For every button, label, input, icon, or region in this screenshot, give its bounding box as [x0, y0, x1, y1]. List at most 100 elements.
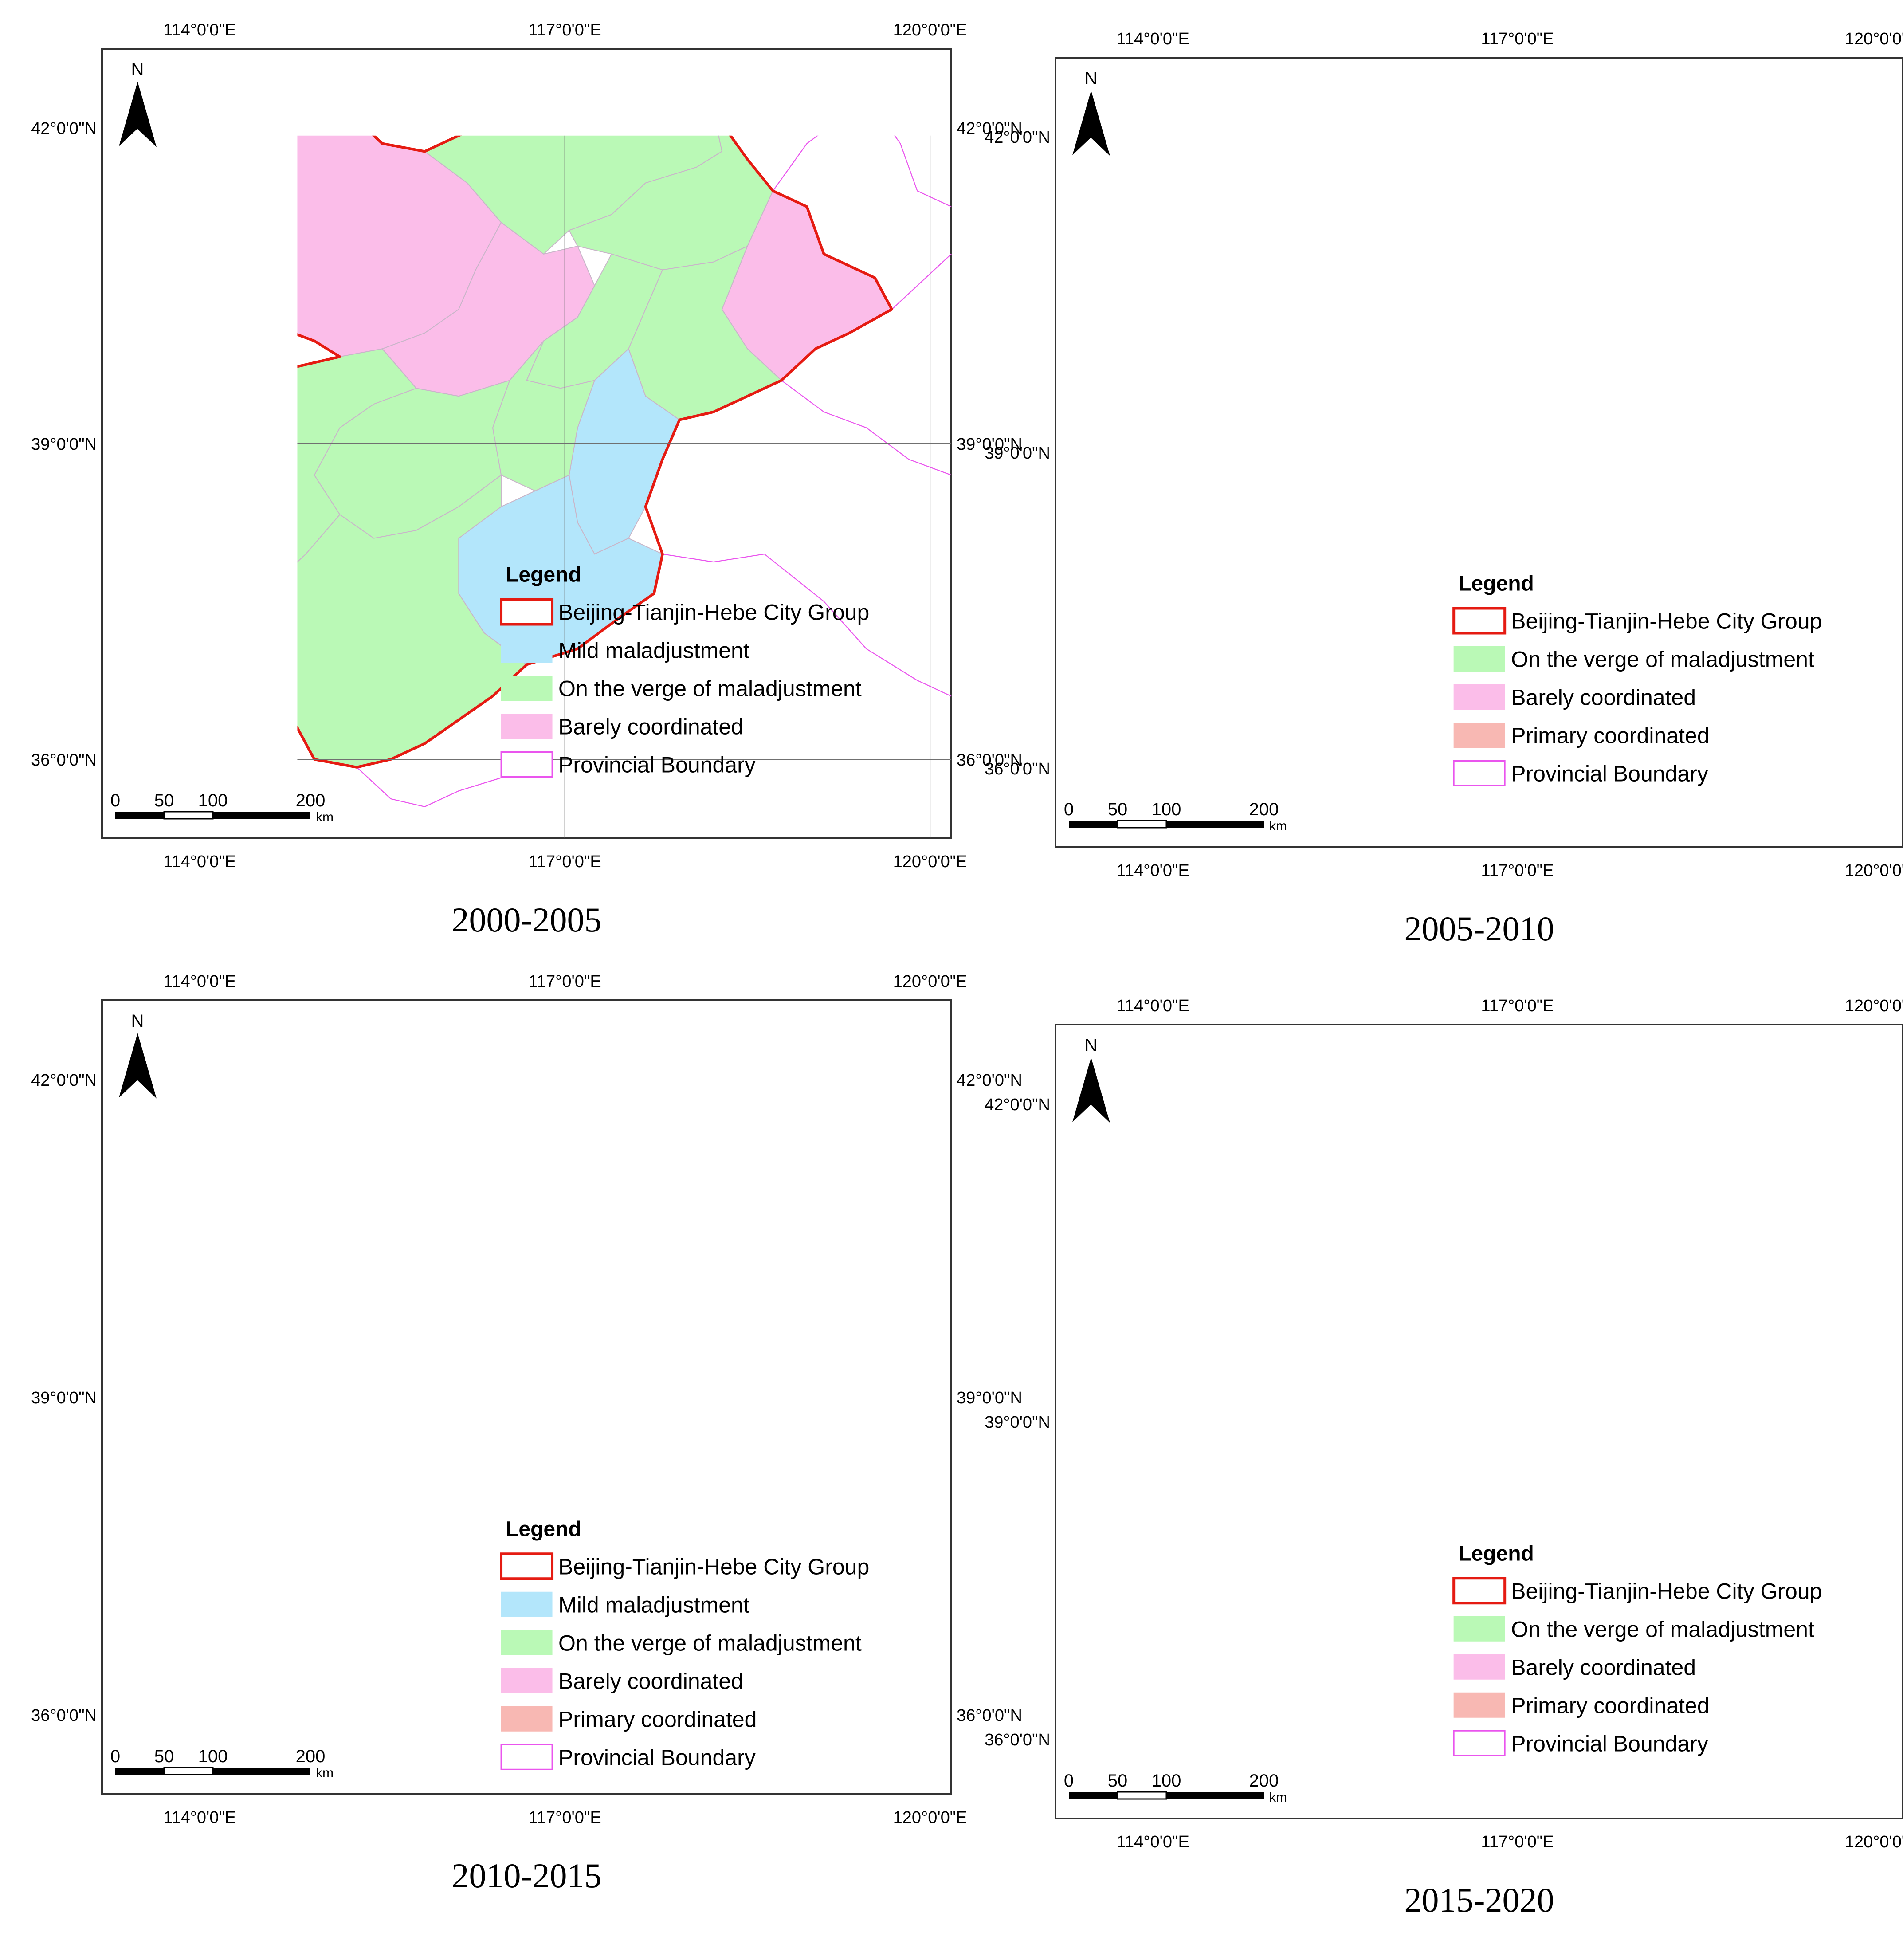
legend-swatch-verge	[1453, 1616, 1505, 1642]
lat-label-left: 39°0'0"N	[31, 435, 97, 454]
legend-label-group: Beijing-Tianjin-Hebe City Group	[1511, 609, 1822, 634]
lon-label-top: 120°0'0"E	[1845, 997, 1903, 1015]
map-panel: 114°0'0"E 114°0'0"E 117°0'0"E 117°0'0"E 120°…	[31, 972, 1022, 1895]
legend-label-barely: Barely coordinated	[558, 1669, 743, 1693]
provincial-boundary-line	[663, 554, 951, 696]
scale-unit: km	[316, 810, 334, 825]
legend-label-verge: On the verge of maladjustment	[1511, 647, 1814, 672]
lon-label-bottom: 117°0'0"E	[529, 852, 601, 871]
legend-label-group: Beijing-Tianjin-Hebe City Group	[558, 600, 869, 625]
lat-label-left: 36°0'0"N	[985, 760, 1050, 778]
legend-label-mild: Mild maladjustment	[558, 638, 749, 663]
lon-label-top: 120°0'0"E	[893, 972, 967, 991]
legend: Legend Beijing-Tianjin-Hebe City Group On …	[1452, 572, 1822, 786]
scale-tick-label: 100	[1152, 1771, 1181, 1791]
panel-caption: 2000-2005	[452, 900, 602, 939]
north-arrow-icon: N	[119, 60, 157, 147]
map-panel: 114°0'0"E 114°0'0"E 117°0'0"E 117°0'0"E 120°…	[31, 21, 1022, 939]
legend-title: Legend	[1458, 572, 1534, 596]
legend-label-prov: Provincial Boundary	[1511, 1731, 1708, 1756]
provincial-boundary-line	[867, 96, 952, 207]
lon-label-bottom: 120°0'0"E	[1845, 1833, 1903, 1851]
scale-tick-label: 0	[1064, 800, 1074, 819]
lat-label-left: 36°0'0"N	[31, 751, 97, 770]
legend-swatch-mild	[501, 637, 553, 663]
scale-unit: km	[1269, 819, 1287, 833]
legend-swatch-primary	[1453, 1692, 1505, 1718]
legend-swatch-prov	[1453, 760, 1506, 786]
legend-label-group: Beijing-Tianjin-Hebe City Group	[558, 1554, 869, 1579]
lon-label-bottom: 114°0'0"E	[163, 852, 236, 871]
lat-label-left: 39°0'0"N	[31, 1389, 97, 1407]
legend-swatch-group	[500, 1552, 554, 1580]
lon-label-bottom: 117°0'0"E	[529, 1808, 601, 1827]
lon-label-top: 114°0'0"E	[163, 21, 236, 39]
region-southwest	[297, 349, 416, 601]
lon-label-top: 120°0'0"E	[893, 21, 967, 39]
legend-label-verge: On the verge of maladjustment	[558, 676, 862, 701]
legend-label-barely: Barely coordinated	[558, 715, 743, 739]
scale-tick-label: 200	[1249, 800, 1279, 819]
legend: Legend Beijing-Tianjin-Hebe City Group On …	[1452, 1542, 1822, 1756]
scale-tick-label: 50	[154, 1747, 174, 1766]
map-frame	[1055, 57, 1903, 848]
scale-tick-label: 100	[198, 791, 228, 810]
legend-swatch-prov	[500, 1744, 553, 1770]
north-arrow-icon: N	[119, 1011, 157, 1099]
legend-swatch-prov	[1453, 1730, 1506, 1756]
scale-tick-label: 0	[1064, 1771, 1074, 1791]
scale-unit: km	[1269, 1790, 1287, 1805]
svg-text:N: N	[131, 60, 144, 79]
legend-label-mild: Mild maladjustment	[558, 1592, 749, 1617]
legend-label-primary: Primary coordinated	[1511, 1693, 1709, 1718]
lon-label-top: 114°0'0"E	[1117, 997, 1189, 1015]
legend-swatch-barely	[501, 714, 553, 739]
legend-swatch-verge	[1453, 646, 1505, 672]
svg-text:N: N	[1085, 69, 1098, 88]
lon-label-top: 117°0'0"E	[1481, 30, 1554, 48]
lat-label-left: 39°0'0"N	[985, 444, 1050, 463]
graticule-labels: 114°0'0"E 114°0'0"E 117°0'0"E 117°0'0"E 120°…	[31, 972, 1022, 1827]
north-arrow-icon: N	[1072, 1036, 1110, 1123]
lat-label-right: 42°0'0"N	[957, 119, 1022, 138]
map-panel: 114°0'0"E 114°0'0"E 117°0'0"E 117°0'0"E 120°…	[985, 997, 1903, 1919]
scale-tick-label: 200	[296, 1747, 326, 1766]
lat-label-left: 39°0'0"N	[985, 1413, 1050, 1432]
provincial-boundary-line	[781, 381, 951, 475]
scale-tick-label: 50	[1108, 800, 1128, 819]
lon-label-top: 114°0'0"E	[1117, 30, 1189, 48]
lat-label-left: 42°0'0"N	[31, 119, 97, 138]
legend-label-primary: Primary coordinated	[558, 1707, 757, 1732]
scale-tick-label: 0	[110, 1747, 120, 1766]
lat-label-right: 42°0'0"N	[957, 1071, 1022, 1090]
lon-label-bottom: 114°0'0"E	[1117, 861, 1189, 880]
svg-text:N: N	[1085, 1036, 1098, 1055]
legend-label-verge: On the verge of maladjustment	[1511, 1617, 1814, 1642]
legend: Legend Beijing-Tianjin-Hebe City Group Mil…	[500, 1517, 869, 1770]
lat-label-right: 39°0'0"N	[957, 435, 1022, 454]
scale-tick-label: 100	[1152, 800, 1181, 819]
lon-label-top: 117°0'0"E	[1481, 997, 1554, 1015]
lon-label-bottom: 120°0'0"E	[1845, 861, 1903, 880]
legend-label-group: Beijing-Tianjin-Hebe City Group	[1511, 1579, 1822, 1603]
lat-label-left: 42°0'0"N	[985, 1096, 1050, 1114]
lat-label-right: 39°0'0"N	[957, 1389, 1022, 1407]
graticule-labels: 114°0'0"E 114°0'0"E 117°0'0"E 117°0'0"E 120°…	[985, 997, 1903, 1851]
lon-label-bottom: 120°0'0"E	[893, 1808, 967, 1827]
legend-swatch-verge	[501, 676, 553, 701]
lon-label-top: 120°0'0"E	[1845, 30, 1903, 48]
north-arrow-icon: N	[1072, 69, 1110, 156]
scale-tick-label: 200	[1249, 1771, 1279, 1791]
legend-label-prov: Provincial Boundary	[558, 753, 756, 778]
map-panel: 114°0'0"E 114°0'0"E 117°0'0"E 117°0'0"E 120°…	[985, 30, 1903, 948]
legend-swatch-group	[1452, 607, 1507, 635]
lat-label-left: 42°0'0"N	[31, 1071, 97, 1090]
legend-label-primary: Primary coordinated	[1511, 723, 1709, 748]
lon-label-bottom: 114°0'0"E	[163, 1808, 236, 1827]
lon-label-bottom: 114°0'0"E	[1117, 1833, 1189, 1851]
legend-swatch-primary	[1453, 723, 1505, 748]
legend-swatch-group	[1452, 1577, 1507, 1605]
